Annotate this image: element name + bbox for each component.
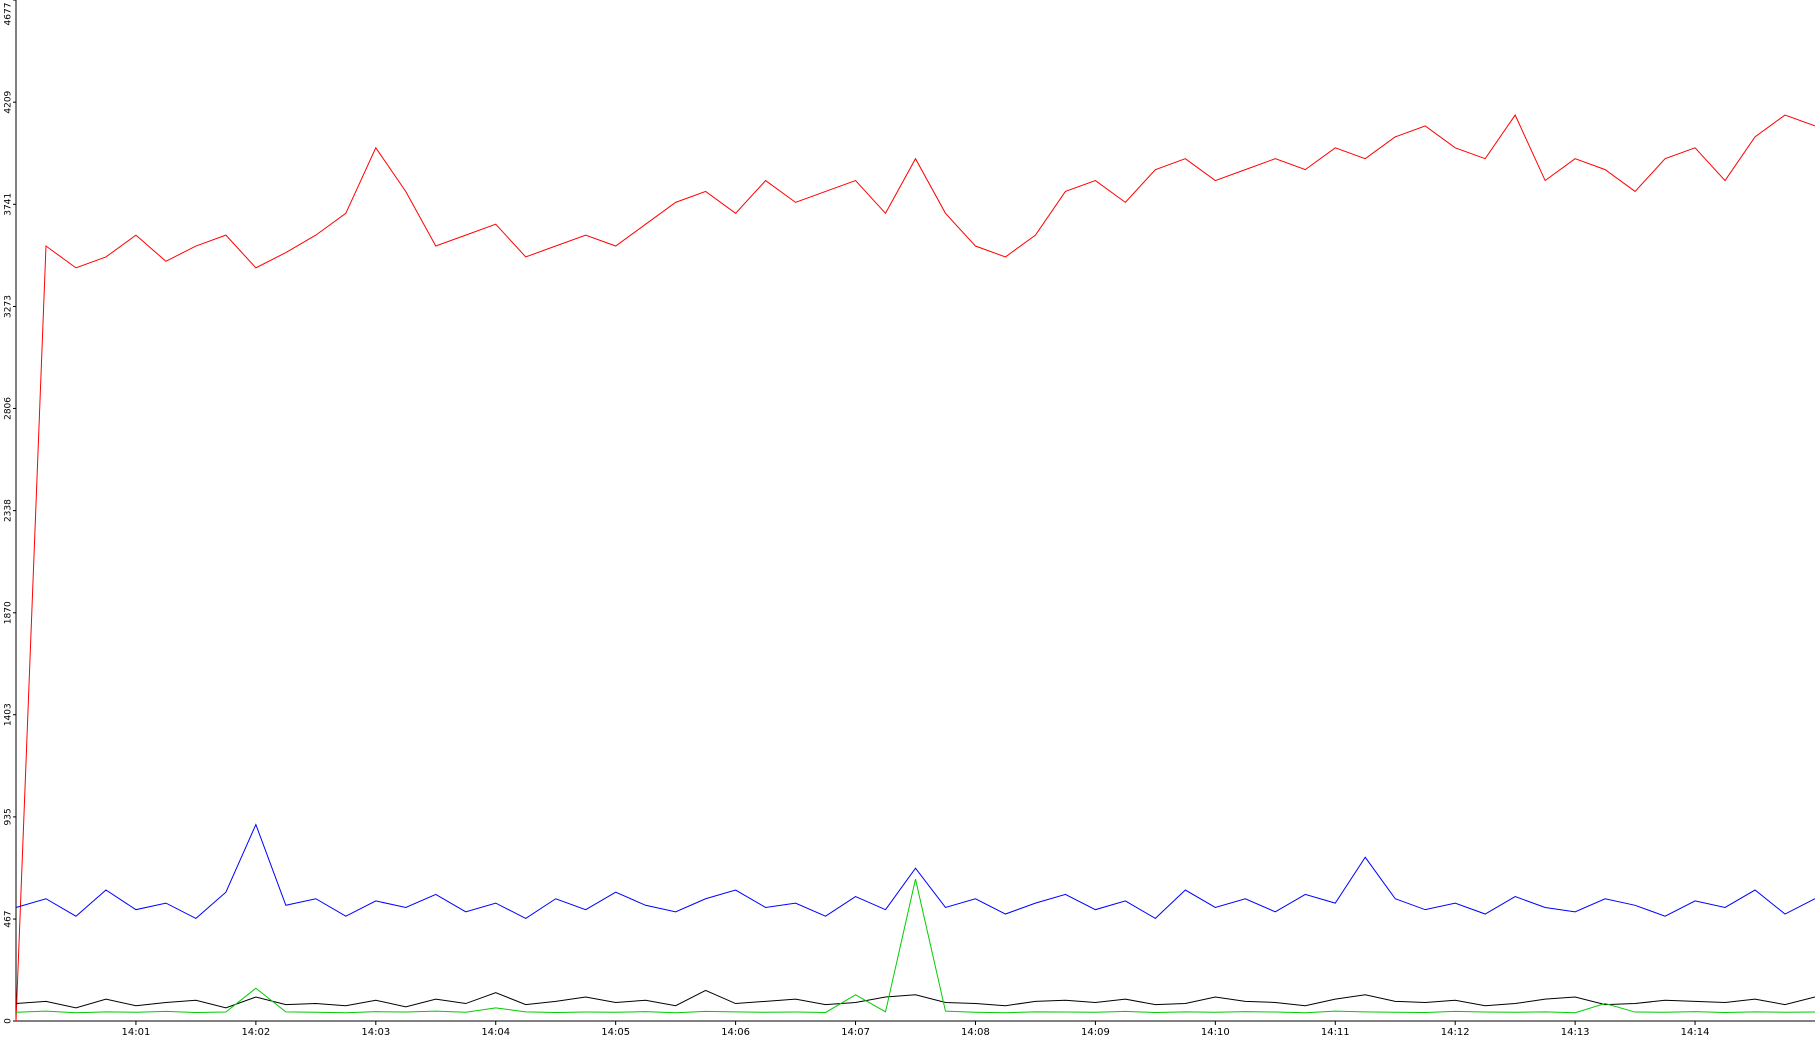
y-tick-label: 1403 <box>4 703 14 726</box>
series-line <box>15 823 1815 920</box>
x-tick-label: 14:09 <box>1081 1027 1110 1038</box>
y-tick-label: 2338 <box>4 499 14 522</box>
y-tick-label: 467 <box>4 910 14 927</box>
x-tick-label: 14:11 <box>1321 1027 1350 1038</box>
y-tick-label: 4677 <box>4 3 14 26</box>
x-tick-label: 14:08 <box>961 1027 990 1038</box>
y-tick-label: 3273 <box>4 295 14 318</box>
series-line <box>15 878 1815 1014</box>
series-line <box>15 989 1815 1009</box>
y-tick-label: 935 <box>4 808 14 825</box>
x-tick-label: 14:02 <box>241 1027 270 1038</box>
y-tick-label: 0 <box>4 1018 14 1024</box>
y-tick-label: 1870 <box>4 601 14 624</box>
x-tick-label: 14:13 <box>1561 1027 1590 1038</box>
x-tick-label: 14:10 <box>1201 1027 1230 1038</box>
y-tick-label: 2806 <box>4 397 14 420</box>
x-tick-label: 14:14 <box>1681 1027 1710 1038</box>
x-tick-label: 14:06 <box>721 1027 750 1038</box>
x-tick-label: 14:04 <box>481 1027 510 1038</box>
x-tick-label: 14:07 <box>841 1027 870 1038</box>
x-tick-label: 14:12 <box>1441 1027 1470 1038</box>
y-tick-label: 3741 <box>4 193 14 216</box>
x-tick-label: 14:03 <box>361 1027 390 1038</box>
x-tick-label: 14:05 <box>601 1027 630 1038</box>
x-tick-label: 14:01 <box>122 1027 151 1038</box>
y-tick-label: 4209 <box>4 90 14 113</box>
series-line <box>15 114 1815 1022</box>
